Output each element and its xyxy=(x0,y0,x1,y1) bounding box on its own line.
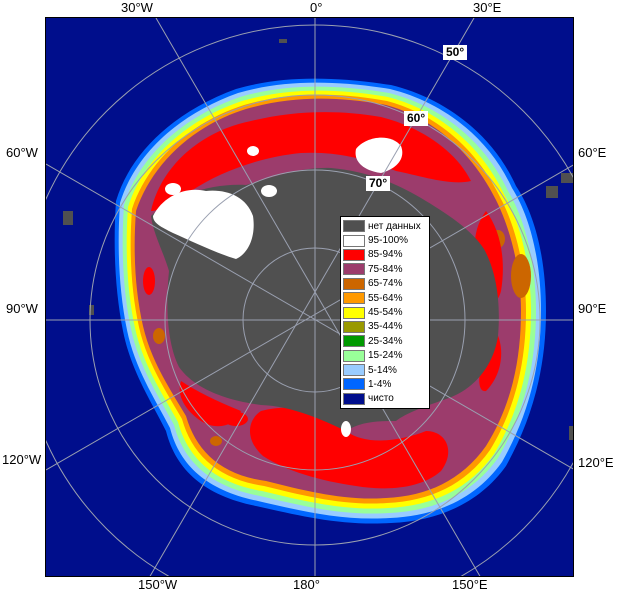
legend-item: нет данных xyxy=(343,219,427,233)
legend-swatch xyxy=(343,277,365,290)
legend-label: 25-34% xyxy=(368,335,403,347)
legend-swatch xyxy=(343,234,365,247)
meridian-30w-150e xyxy=(155,18,481,576)
white-ice-patch xyxy=(341,421,351,437)
lon-label-90e-right: 90°E xyxy=(578,301,607,316)
legend-label: 55-64% xyxy=(368,292,403,304)
legend-item: 1-4% xyxy=(343,377,427,391)
legend-swatch xyxy=(343,220,365,233)
legend-item: 65-74% xyxy=(343,277,427,291)
legend-swatch xyxy=(343,320,365,333)
legend: нет данных 95-100% 85-94% 75-84% 65-74% 55-64… xyxy=(340,216,430,410)
legend-item: 25-34% xyxy=(343,334,427,348)
polar-map-svg xyxy=(46,18,573,576)
red-patch xyxy=(143,267,155,295)
lon-label-120w-left: 120°W xyxy=(2,452,42,467)
no-data-speck xyxy=(89,305,94,315)
red-zone-north xyxy=(151,112,471,211)
legend-label: 5-14% xyxy=(368,364,397,376)
lon-label-150e-bottom: 150°E xyxy=(452,577,488,592)
graticule xyxy=(46,18,573,576)
legend-swatch xyxy=(343,378,365,391)
lat-label-60: 60° xyxy=(404,111,429,126)
legend-swatch xyxy=(343,292,365,305)
patch-65-74 xyxy=(210,436,222,446)
lon-label-150w-bottom: 150°W xyxy=(138,577,178,592)
legend-item: чисто xyxy=(343,392,427,406)
legend-label: 75-84% xyxy=(368,263,403,275)
lon-label-180-bottom: 180° xyxy=(293,577,320,592)
legend-item: 35-44% xyxy=(343,320,427,334)
lon-label-60e-right: 60°E xyxy=(578,145,607,160)
no-data-speck xyxy=(546,186,558,198)
legend-item: 45-54% xyxy=(343,305,427,319)
legend-swatch xyxy=(343,248,365,261)
legend-swatch xyxy=(343,306,365,319)
legend-label: 95-100% xyxy=(368,235,409,247)
legend-label: 15-24% xyxy=(368,350,403,362)
no-data-speck xyxy=(279,39,287,43)
legend-swatch xyxy=(343,335,365,348)
legend-label: нет данных xyxy=(368,220,421,232)
legend-item: 85-94% xyxy=(343,248,427,262)
legend-label: 45-54% xyxy=(368,307,403,319)
white-ice-north xyxy=(355,137,403,173)
lon-label-0-top: 0° xyxy=(310,0,323,15)
legend-swatch xyxy=(343,392,365,405)
lon-label-30e-top: 30°E xyxy=(473,0,502,15)
white-ice-patch xyxy=(165,183,181,195)
lat-label-70: 70° xyxy=(366,176,391,191)
sea-ice-concentration-map xyxy=(45,17,574,577)
legend-item: 55-64% xyxy=(343,291,427,305)
ocean-no-data-specks xyxy=(63,39,573,440)
legend-swatch xyxy=(343,349,365,362)
legend-swatch xyxy=(343,263,365,276)
white-ice-patch xyxy=(261,185,277,197)
legend-item: 95-100% xyxy=(343,233,427,247)
no-data-speck xyxy=(63,211,73,225)
lon-label-60w-left: 60°W xyxy=(6,145,38,160)
legend-item: 75-84% xyxy=(343,262,427,276)
legend-swatch xyxy=(343,364,365,377)
legend-label: 65-74% xyxy=(368,278,403,290)
no-data-speck xyxy=(561,173,573,183)
lat-label-50: 50° xyxy=(443,45,468,60)
patch-65-74 xyxy=(153,328,165,344)
white-ice-weddell xyxy=(153,189,254,259)
lon-label-30w-top: 30°W xyxy=(121,0,153,15)
legend-label: чисто xyxy=(368,393,394,405)
red-zone-south xyxy=(249,407,449,489)
legend-label: 1-4% xyxy=(368,378,392,390)
no-data-speck xyxy=(569,426,573,440)
ice-zones-95-100 xyxy=(153,137,403,437)
legend-item: 5-14% xyxy=(343,363,427,377)
red-patch xyxy=(224,412,248,426)
red-zone-southwest xyxy=(179,381,241,427)
lon-label-120e-right: 120°E xyxy=(578,455,614,470)
lon-label-90w-left: 90°W xyxy=(6,301,38,316)
meridian-60e-120w xyxy=(46,164,573,471)
legend-item: 15-24% xyxy=(343,349,427,363)
white-ice-patch xyxy=(247,146,259,156)
legend-label: 35-44% xyxy=(368,321,403,333)
legend-label: 85-94% xyxy=(368,249,403,261)
patch-65-74 xyxy=(511,254,531,298)
